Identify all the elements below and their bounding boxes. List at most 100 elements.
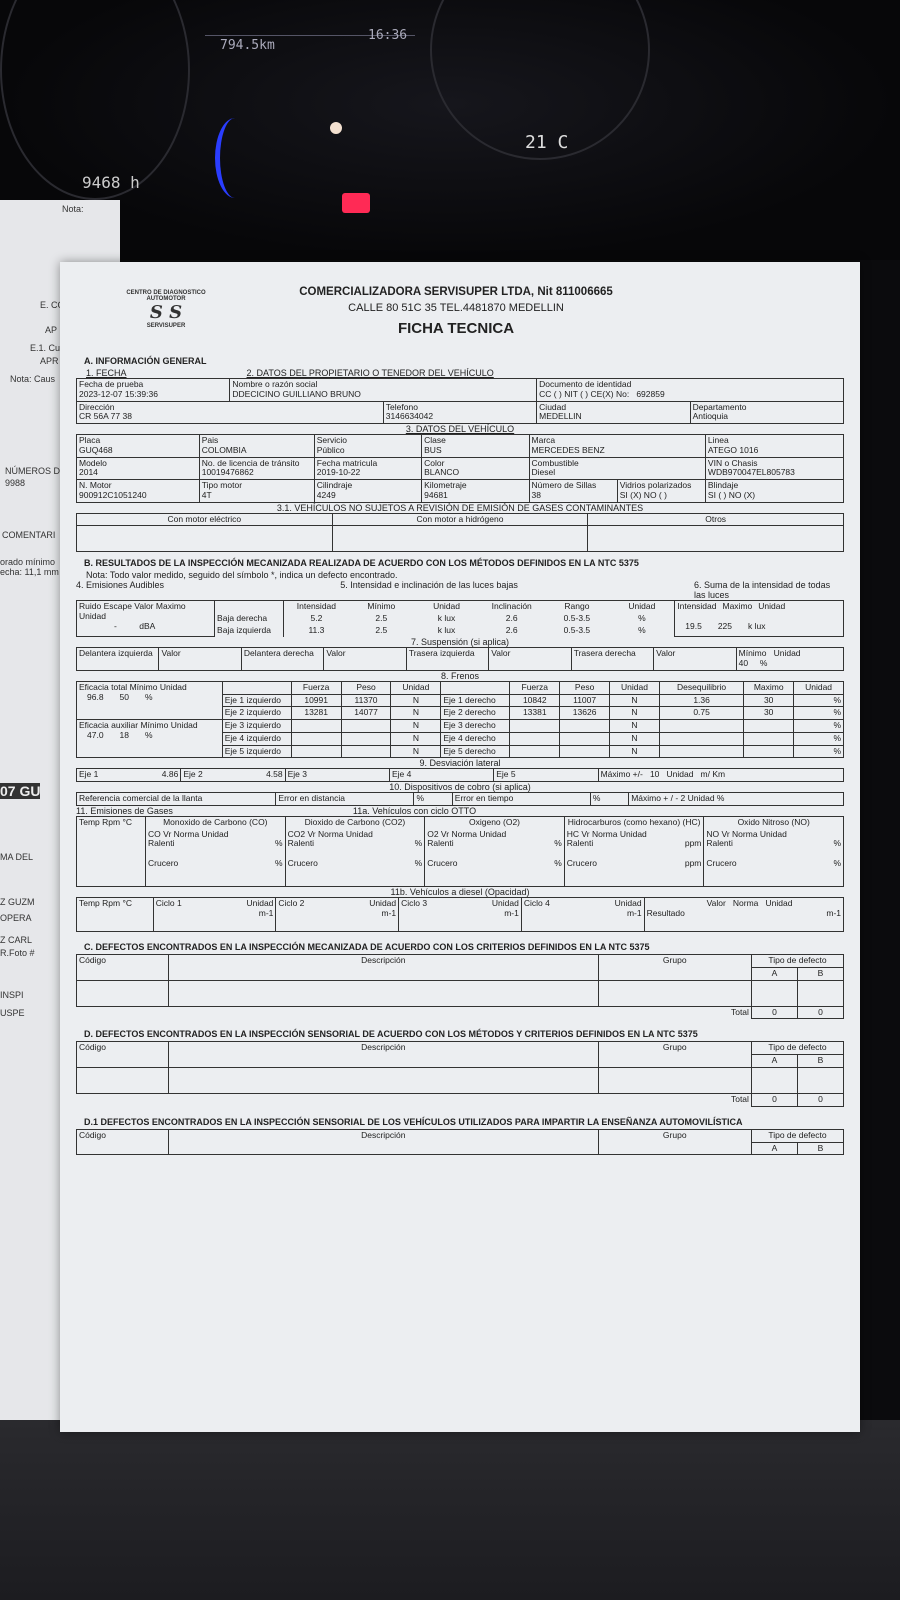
back-sheet-text: AP <box>45 325 58 335</box>
label: Ralenti <box>148 838 175 849</box>
blank <box>75 1054 170 1068</box>
hidrogeno-cell: Con motor a hidrógeno <box>331 512 589 527</box>
axle-right-label: Eje 5 derecho <box>440 744 511 759</box>
label: Vidrios polarizados <box>619 480 692 491</box>
s11-label: 11. Emisiones de Gases <box>76 805 173 816</box>
sillas-cell: Número de Sillas 38 <box>528 479 618 503</box>
electrico-value <box>76 525 333 553</box>
label: Crucero <box>287 857 318 868</box>
sillas-cell-value: 38 <box>531 489 541 500</box>
eficacia-total-value: % <box>145 691 153 702</box>
gas-header: Monoxido de Carbono (CO) <box>145 815 286 829</box>
max-value: 10 <box>649 769 660 780</box>
unit: % <box>275 857 283 868</box>
lights-value: 2.5 <box>375 613 388 624</box>
gas-header: Hidrocarburos (como hexano) (HC) <box>563 815 705 829</box>
red-indicator-light <box>342 193 370 213</box>
h: Unidad <box>79 611 106 622</box>
car-dashboard-background: 794.5km 16:36 21 C 9468 h <box>0 0 900 260</box>
cycle-label: Ciclo 4 <box>523 898 550 909</box>
suspension-value-label: Valor <box>653 647 737 671</box>
axle-right-value <box>509 731 561 746</box>
eficacia-auxiliar-cell: Eficacia auxiliar Mínimo Unidad 47.0 18% <box>76 719 223 759</box>
defect-row <box>796 1066 845 1094</box>
axle-right-value <box>509 719 561 733</box>
direccion-cell: Dirección CR 56A 77 38 <box>76 400 384 425</box>
ralenti-row: Ralenti% <box>288 839 423 849</box>
ficha-tecnica-sheet: CENTRO DE DIAGNOSTICO AUTOMOTOR S S SERV… <box>60 262 860 1432</box>
suma-value: 225 <box>717 620 732 631</box>
imbalance-value: 0.75 <box>658 706 745 721</box>
crucero-row: Crucero ppm <box>567 858 702 869</box>
pct: % <box>413 792 453 806</box>
owner-table: Fecha de prueba 2023-12-07 15:39:36 Nombr… <box>75 378 845 425</box>
odometer-readout: 9468 h <box>82 173 140 192</box>
label: Departamento <box>692 401 747 412</box>
suspension-value-label: Valor <box>488 647 572 671</box>
s31-label: 3.1. VEHÍCULOS NO SUJETOS A REVISIÓN DE … <box>276 502 644 513</box>
back-sheet-text: Z CARL <box>0 935 33 945</box>
otto-emissions-table: Temp Rpm °C Monoxido de Carbono (CO) Dioxi… <box>75 815 844 888</box>
label: Resultado <box>646 907 685 918</box>
label: Combustible <box>531 457 579 468</box>
label: Crucero <box>427 857 458 868</box>
gas-subheader: O2 Vr Norma Unidad <box>427 828 507 839</box>
unit: % <box>275 838 283 849</box>
logo-ss-mark: S S <box>149 302 183 323</box>
suspension-value-label: Valor <box>323 647 407 671</box>
err-distancia: Error en distancia <box>275 792 415 806</box>
vidrios-cell: Vidrios polarizados SI (X) NO ( ) <box>616 479 706 503</box>
label: Unidad <box>170 720 198 731</box>
licencia-cell-value: 10019476862 <box>201 467 254 478</box>
display-divider <box>205 35 415 36</box>
label: Marca <box>531 435 556 446</box>
axle-left-value: 10991 <box>290 693 342 708</box>
label: Servicio <box>316 435 347 446</box>
err-tiempo: Error en tiempo <box>451 792 591 806</box>
eficacia-total-value: 50 <box>119 691 130 702</box>
logo-brand: SERVISUPER <box>146 323 186 329</box>
label: Fecha de prueba <box>79 379 144 389</box>
label: Pais <box>201 435 219 446</box>
axle-right-label: Eje 3 derecho <box>440 719 511 733</box>
axle-right-value: 13626 <box>559 706 611 721</box>
defect-row <box>750 1066 798 1094</box>
unit: % <box>554 857 562 868</box>
ralenti-row: Ralenti% <box>148 839 283 849</box>
imbalance-value: % <box>793 744 844 759</box>
label: Máximo +/- <box>600 769 643 780</box>
defect-row <box>597 979 752 1007</box>
imbalance-value: % <box>793 719 844 733</box>
axle-left-value: N <box>390 693 442 708</box>
axle-label: Eje 5 <box>496 769 516 780</box>
imbalance-value <box>658 731 745 746</box>
fecha-value: 2023-12-07 15:39:36 <box>79 388 158 399</box>
cilindraje-cell-value: 4249 <box>316 489 336 500</box>
motor-cell: N. Motor 900912C1051240 <box>76 479 200 503</box>
ruido-cell: Ruido Escape Valor Maximo Unidad - dBA <box>75 600 216 638</box>
gas-subheader: CO Vr Norma Unidad <box>148 828 229 839</box>
suma-header: Intensidad <box>677 601 717 612</box>
defect-row <box>168 979 599 1007</box>
brakes-header: Peso <box>340 680 392 695</box>
axle-right-value <box>559 744 611 759</box>
tipo-header: Tipo de defecto <box>750 954 845 968</box>
back-sheet-text: COMENTARI <box>2 530 56 540</box>
axle-left-value: N <box>390 731 442 746</box>
clase-cell-value: BUS <box>424 444 442 455</box>
fecha-cell: Fecha de prueba 2023-12-07 15:39:36 <box>75 378 231 402</box>
total-b: 0 <box>796 1005 845 1020</box>
crucero-row: Crucero% <box>427 857 562 869</box>
axle-label: Eje 3 <box>287 769 307 780</box>
susp-min-cell: Mínimo Unidad 40 % <box>735 647 845 671</box>
suma-header: Maximo <box>722 601 753 612</box>
section-d-title: D. DEFECTOS ENCONTRADOS EN LA INSPECCIÓN… <box>84 1029 698 1040</box>
ralenti-row: Ralenti% <box>706 839 841 849</box>
label: Ralenti <box>566 838 594 849</box>
tipo-header: Tipo de defecto <box>750 1041 845 1056</box>
lights-value: % <box>638 613 646 624</box>
defects-table-c: Código Descripción Grupo Tipo de defecto A B T… <box>75 954 845 1020</box>
blank <box>597 967 752 981</box>
color-cell: Color BLANCO <box>421 456 530 481</box>
imbalance-value <box>743 719 795 733</box>
